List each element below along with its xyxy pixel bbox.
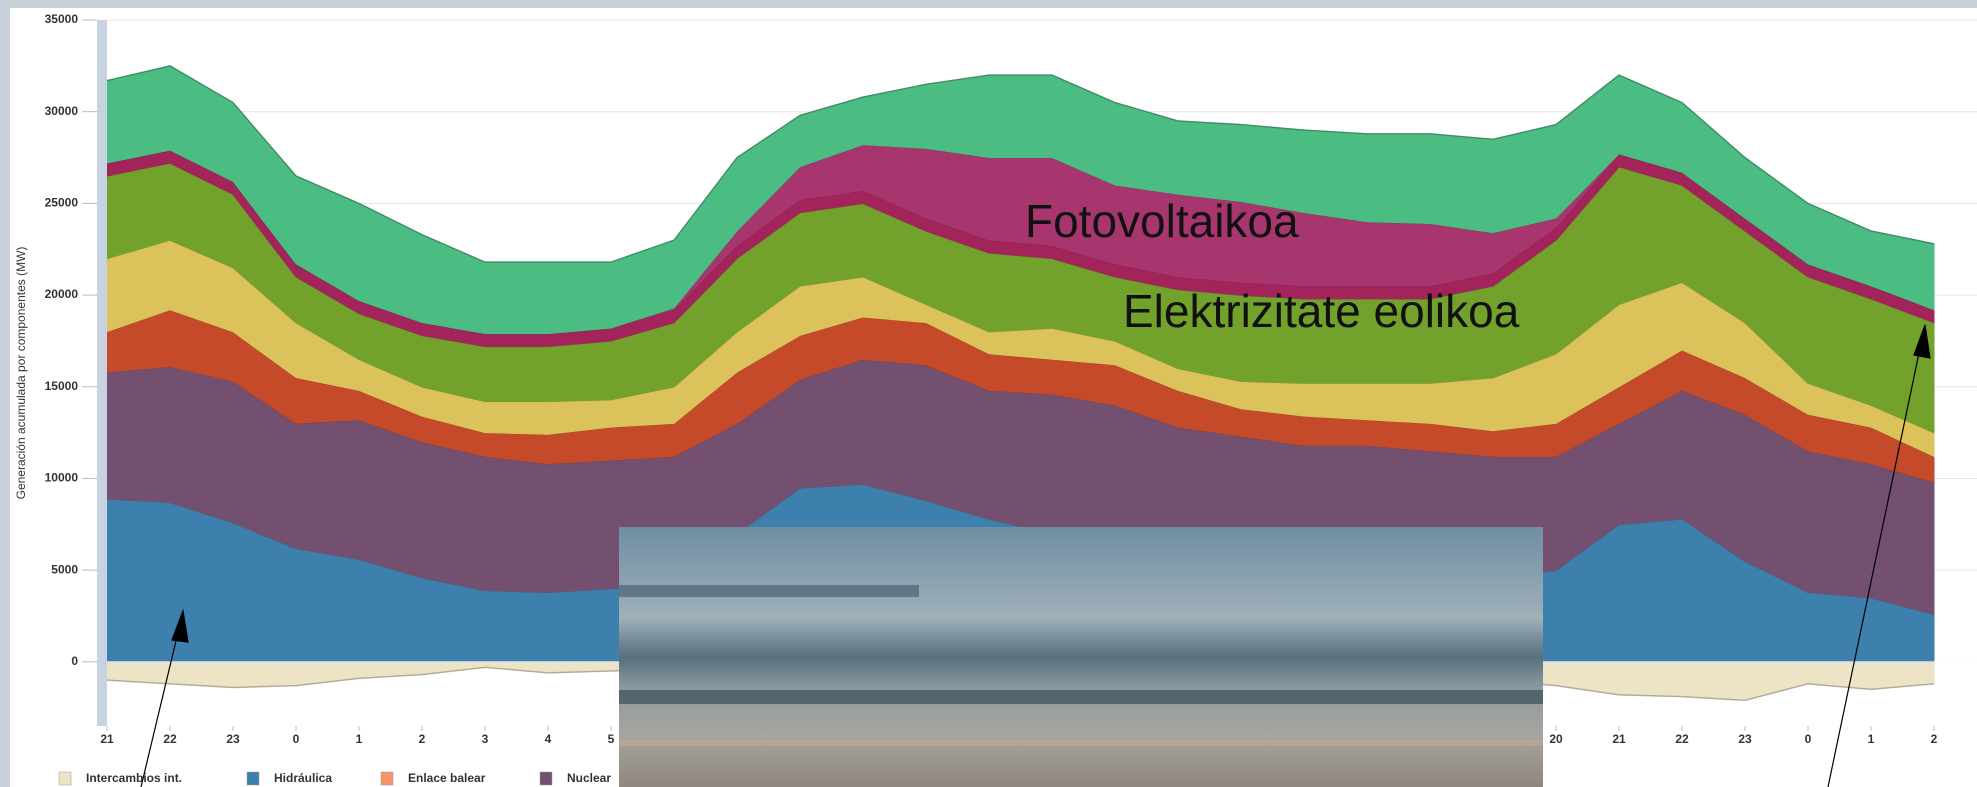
y-tick-label: 15000: [45, 379, 79, 393]
area: [107, 65, 1935, 335]
top-border: [0, 0, 1977, 8]
y-tick-label: 20000: [45, 287, 79, 301]
y-tick-label: 10000: [45, 471, 79, 485]
arrows: [140, 324, 1931, 787]
x-tick-label: 23: [1738, 732, 1752, 746]
x-tick-label: 20: [1549, 732, 1563, 746]
annotation: Elektrizitate eolikoa: [1123, 285, 1520, 337]
legend-label: Hidráulica: [274, 771, 332, 785]
legend-swatch: [539, 771, 553, 786]
y-axis-label: Generación acumulada por componentes (MW…: [14, 247, 28, 500]
legend-swatch: [380, 771, 394, 786]
x-tick-label: 4: [545, 732, 552, 746]
x-tick-label: 0: [293, 732, 300, 746]
x-tick-label: 21: [1612, 732, 1626, 746]
legend-label: Enlace balear: [408, 771, 486, 785]
x-tick-label: 3: [482, 732, 489, 746]
y-axis-bar: [97, 20, 107, 726]
annotation: Fotovoltaikoa: [1025, 195, 1299, 247]
y-tick-label: 35000: [45, 12, 79, 26]
x-tick-label: 2: [1931, 732, 1938, 746]
photo: [619, 527, 1543, 787]
y-tick-label: 30000: [45, 104, 79, 118]
y-tick-label: 25000: [45, 196, 79, 210]
y-tick-label: 5000: [51, 562, 78, 576]
x-tick-label: 0: [1805, 732, 1812, 746]
x-tick-label: 21: [100, 732, 114, 746]
legend-swatch: [246, 771, 260, 786]
left-border: [0, 0, 10, 787]
overlay: Fotovoltaikoa Elektrizitate eolikoa: [140, 195, 1931, 787]
x-tick-label: 5: [608, 732, 615, 746]
x-tick-label: 2: [419, 732, 426, 746]
x-tick-label: 22: [163, 732, 177, 746]
x-tick-label: 1: [1868, 732, 1875, 746]
x-tick-label: 1: [356, 732, 363, 746]
legend-label: Nuclear: [567, 771, 611, 785]
x-tick-label: 22: [1675, 732, 1689, 746]
y-tick-label: 0: [71, 654, 78, 668]
area-edge: [107, 65, 1935, 263]
legend-label: Intercambios int.: [86, 771, 182, 785]
x-tick-label: 23: [226, 732, 240, 746]
legend-swatch: [58, 771, 72, 786]
